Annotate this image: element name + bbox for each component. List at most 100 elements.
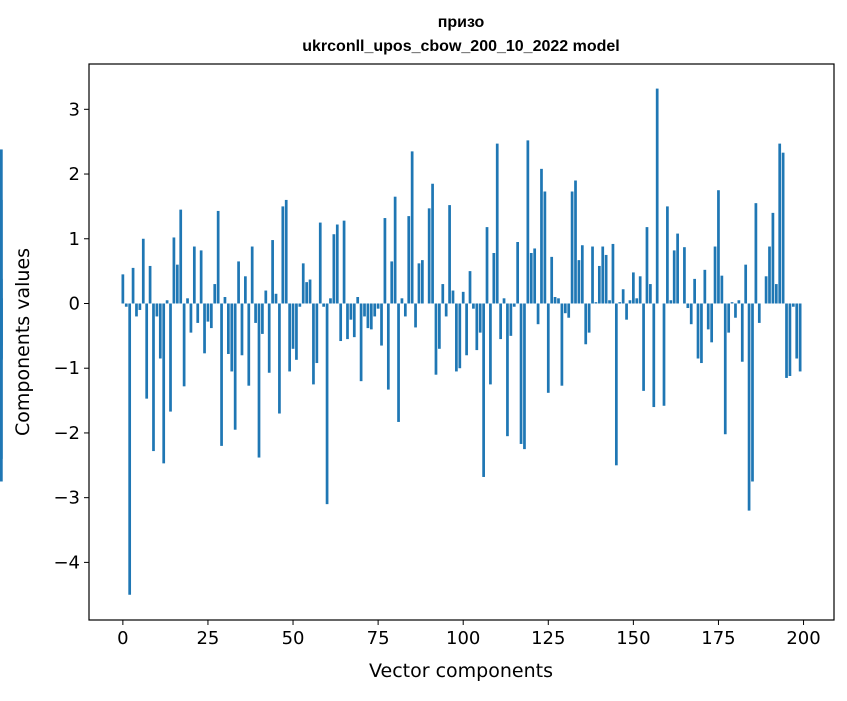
bar-component-151 xyxy=(635,298,638,303)
bar-component-17 xyxy=(179,210,182,304)
y-tick-label: 3 xyxy=(69,99,80,120)
bar-component-77 xyxy=(384,218,387,303)
bar-component-95 xyxy=(445,303,448,316)
bar-component-62 xyxy=(333,234,336,303)
bar-component-76 xyxy=(380,303,383,345)
bar-component-102 xyxy=(469,271,472,303)
bar-component-148 xyxy=(625,303,628,319)
bar-component-67 xyxy=(350,303,353,319)
bar-component-19 xyxy=(186,298,189,303)
bar-component-125 xyxy=(547,303,550,392)
bar-component-100 xyxy=(462,292,465,304)
bar-component-44 xyxy=(271,240,274,303)
chart-title-line-2: ukrconll_upos_cbow_200_10_2022 model xyxy=(302,38,619,55)
bar-component-97 xyxy=(452,291,455,304)
bar-component-80 xyxy=(394,197,397,304)
y-tick-label: −2 xyxy=(53,423,80,444)
bar-component-167 xyxy=(690,303,693,324)
bar-component-130 xyxy=(564,303,567,313)
bar-component-112 xyxy=(503,298,506,303)
bar-component-74 xyxy=(373,303,376,316)
bar-component-23 xyxy=(200,250,203,303)
bar-component-63 xyxy=(336,225,339,304)
bar-component-11 xyxy=(159,303,162,358)
bar-component-129 xyxy=(561,303,564,385)
x-tick-label: 175 xyxy=(701,628,735,649)
bar-component-59 xyxy=(322,303,325,306)
bar-component-120 xyxy=(530,253,533,303)
bar-component-177 xyxy=(724,303,727,434)
bar-component-186 xyxy=(755,203,758,303)
bar-component-55 xyxy=(309,280,312,304)
bar-component-133 xyxy=(574,181,577,304)
bar-component-48 xyxy=(285,200,288,304)
bar-component-91 xyxy=(431,184,434,304)
bar-component-114 xyxy=(509,303,512,335)
bar-component-145 xyxy=(615,303,618,465)
bar-component-131 xyxy=(567,303,570,317)
x-tick-label: 150 xyxy=(616,628,650,649)
bar-component-99 xyxy=(458,303,461,368)
bar-component-7 xyxy=(145,303,148,398)
bar-component-155 xyxy=(649,284,652,303)
bar-component-66 xyxy=(346,303,349,339)
bar-component-189 xyxy=(765,276,768,303)
bar-component-170 xyxy=(700,303,703,363)
bar-component-12 xyxy=(162,303,165,463)
bar-component-127 xyxy=(554,297,557,303)
bar-component-70 xyxy=(360,303,363,381)
bar-component-198 xyxy=(795,303,798,358)
bar-component-98 xyxy=(455,303,458,371)
bar-component-1 xyxy=(125,303,128,306)
bar-component-60 xyxy=(326,303,329,504)
bar-component-197 xyxy=(792,303,795,306)
bar-component-153 xyxy=(642,303,645,390)
bar-component-72 xyxy=(367,303,370,328)
bar-component-107 xyxy=(486,227,489,303)
bar-component-38 xyxy=(251,247,254,304)
bar-component-40 xyxy=(258,303,261,457)
bar-component-41 xyxy=(261,303,264,333)
bar-component-14 xyxy=(169,303,172,411)
bar-component-0 xyxy=(122,274,125,303)
bar-component-68 xyxy=(353,303,356,337)
bar-component-5 xyxy=(139,303,142,309)
bar-component-171 xyxy=(703,270,706,304)
y-tick-label: 0 xyxy=(69,293,80,314)
bar-component-87 xyxy=(418,263,421,303)
bar-component-111 xyxy=(499,303,502,339)
bar-component-21 xyxy=(193,247,196,304)
bar-component-156 xyxy=(652,303,655,407)
bar-component-191 xyxy=(772,213,775,304)
bar-component-88 xyxy=(421,260,424,303)
bar-component-71 xyxy=(363,303,366,316)
bar-component-195 xyxy=(785,303,788,377)
bar-component-179 xyxy=(731,302,734,303)
bar-component-51 xyxy=(295,303,298,359)
bar-component-132 xyxy=(571,192,574,304)
bar-component-13 xyxy=(166,300,169,303)
bar-component-49 xyxy=(288,303,291,371)
bar-component-58 xyxy=(319,223,322,304)
bar-component-192 xyxy=(775,284,778,303)
bar-component-113 xyxy=(506,303,509,436)
y-tick-label: −4 xyxy=(53,552,80,573)
bar-component-104 xyxy=(475,303,478,350)
x-tick-label: 200 xyxy=(786,628,820,649)
bar-component-2 xyxy=(128,303,131,594)
bar-component-29 xyxy=(220,303,223,445)
bar-component-159 xyxy=(663,303,666,405)
bar-component-61 xyxy=(329,298,332,303)
bar-component-9 xyxy=(152,303,155,451)
bar-component-43 xyxy=(268,303,271,372)
bar-component-183 xyxy=(744,265,747,304)
bar-component-181 xyxy=(738,300,741,303)
bar-component-176 xyxy=(721,276,724,304)
bar-component-135 xyxy=(581,245,584,303)
bar-component-65 xyxy=(343,221,346,304)
bar-component-187 xyxy=(758,303,761,322)
bar-component-30 xyxy=(224,297,227,303)
bar-component-103 xyxy=(472,303,475,308)
x-tick-label: 0 xyxy=(117,628,128,649)
